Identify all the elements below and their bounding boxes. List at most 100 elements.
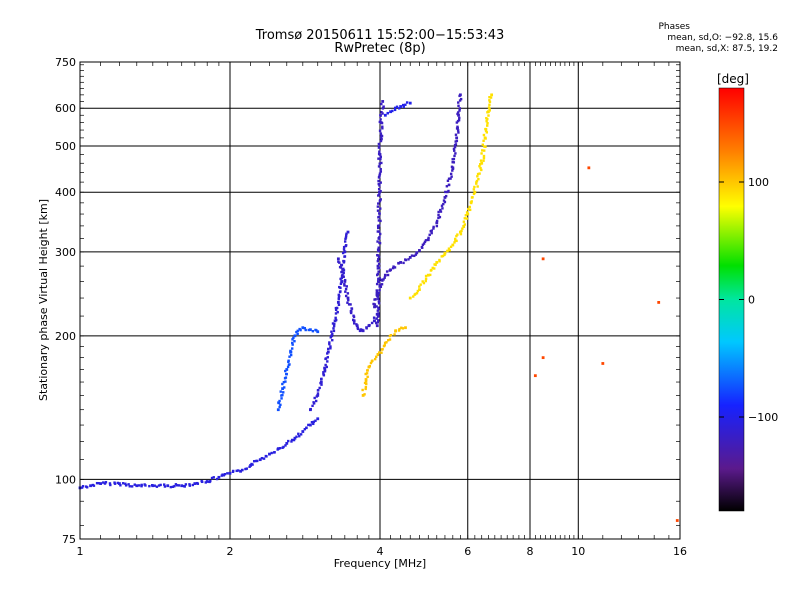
data-point — [445, 185, 449, 188]
data-point — [376, 254, 380, 257]
data-point — [334, 318, 338, 322]
data-point — [482, 154, 486, 158]
data-point — [385, 270, 389, 273]
data-point — [127, 483, 130, 486]
data-point — [455, 121, 459, 124]
data-point — [422, 242, 426, 245]
data-point — [235, 469, 238, 473]
data-point — [447, 183, 451, 187]
data-point — [284, 380, 287, 383]
data-point — [482, 133, 486, 137]
data-point — [373, 303, 377, 306]
data-point — [188, 483, 191, 486]
data-point — [421, 280, 424, 283]
data-point — [377, 202, 380, 205]
data-point — [486, 124, 489, 127]
data-point — [451, 243, 455, 247]
data-point — [473, 190, 477, 194]
data-point — [223, 473, 227, 476]
data-point — [323, 368, 327, 371]
data-point — [372, 302, 375, 306]
data-point — [451, 169, 454, 172]
data-point — [377, 187, 381, 191]
data-point — [265, 455, 268, 458]
data-point — [378, 351, 381, 354]
data-point — [331, 338, 334, 342]
data-point — [453, 145, 457, 149]
data-point — [424, 277, 428, 281]
data-point — [453, 154, 456, 158]
data-point — [379, 232, 382, 236]
data-point — [375, 317, 378, 320]
data-point — [276, 408, 280, 412]
data-point — [374, 357, 377, 361]
chart-title: Tromsø 20150611 15:52:00−15:53:43 — [255, 28, 505, 43]
data-point — [282, 391, 285, 394]
data-point — [450, 175, 453, 178]
data-point — [323, 366, 326, 370]
data-point — [151, 484, 155, 488]
data-point — [184, 483, 188, 486]
data-point — [343, 250, 347, 254]
data-point — [282, 445, 285, 449]
data-point — [430, 231, 433, 235]
data-point — [381, 127, 384, 130]
data-point — [541, 257, 545, 261]
data-point — [326, 347, 330, 351]
data-point — [338, 285, 341, 289]
data-point — [446, 249, 449, 253]
data-point — [377, 246, 380, 249]
data-point — [380, 161, 383, 165]
data-point — [173, 484, 176, 488]
data-point — [376, 353, 379, 356]
data-point — [478, 172, 481, 175]
data-point — [458, 99, 462, 102]
data-point — [463, 223, 466, 226]
data-point — [299, 328, 302, 332]
data-point — [358, 329, 362, 333]
data-point — [364, 385, 368, 389]
data-point — [332, 324, 336, 328]
data-point — [383, 341, 387, 345]
data-point — [376, 280, 380, 283]
data-point — [260, 456, 264, 460]
data-point — [212, 476, 215, 479]
data-point — [375, 289, 378, 292]
colorbar-tick-label: 0 — [748, 294, 755, 307]
data-point — [303, 427, 307, 431]
data-point — [287, 359, 290, 362]
data-point — [377, 306, 380, 309]
data-point — [477, 177, 480, 181]
data-point — [193, 482, 197, 485]
data-point — [130, 485, 134, 488]
data-point — [376, 264, 379, 268]
data-point — [461, 227, 464, 230]
x-tick-label: 4 — [377, 545, 384, 558]
data-point — [236, 469, 240, 472]
data-point — [463, 217, 467, 220]
data-point — [364, 372, 367, 376]
data-point — [488, 109, 491, 112]
x-tick-label: 6 — [464, 545, 471, 558]
data-point — [397, 107, 401, 110]
data-point — [316, 330, 320, 334]
data-point — [377, 215, 381, 219]
x-tick-label: 10 — [571, 545, 585, 558]
data-point — [408, 296, 412, 300]
data-point — [163, 485, 167, 488]
data-point — [404, 258, 408, 262]
data-point — [376, 259, 380, 263]
data-point — [309, 328, 312, 332]
y-tick-label: 400 — [55, 186, 76, 199]
data-point — [163, 483, 166, 486]
data-point — [284, 444, 287, 447]
data-point — [335, 306, 339, 310]
data-point — [430, 268, 433, 272]
data-point — [376, 272, 380, 276]
data-point — [334, 312, 338, 315]
data-point — [393, 108, 397, 112]
data-point — [322, 371, 325, 374]
data-point — [344, 294, 348, 298]
data-point — [349, 303, 352, 306]
data-point — [481, 143, 484, 146]
